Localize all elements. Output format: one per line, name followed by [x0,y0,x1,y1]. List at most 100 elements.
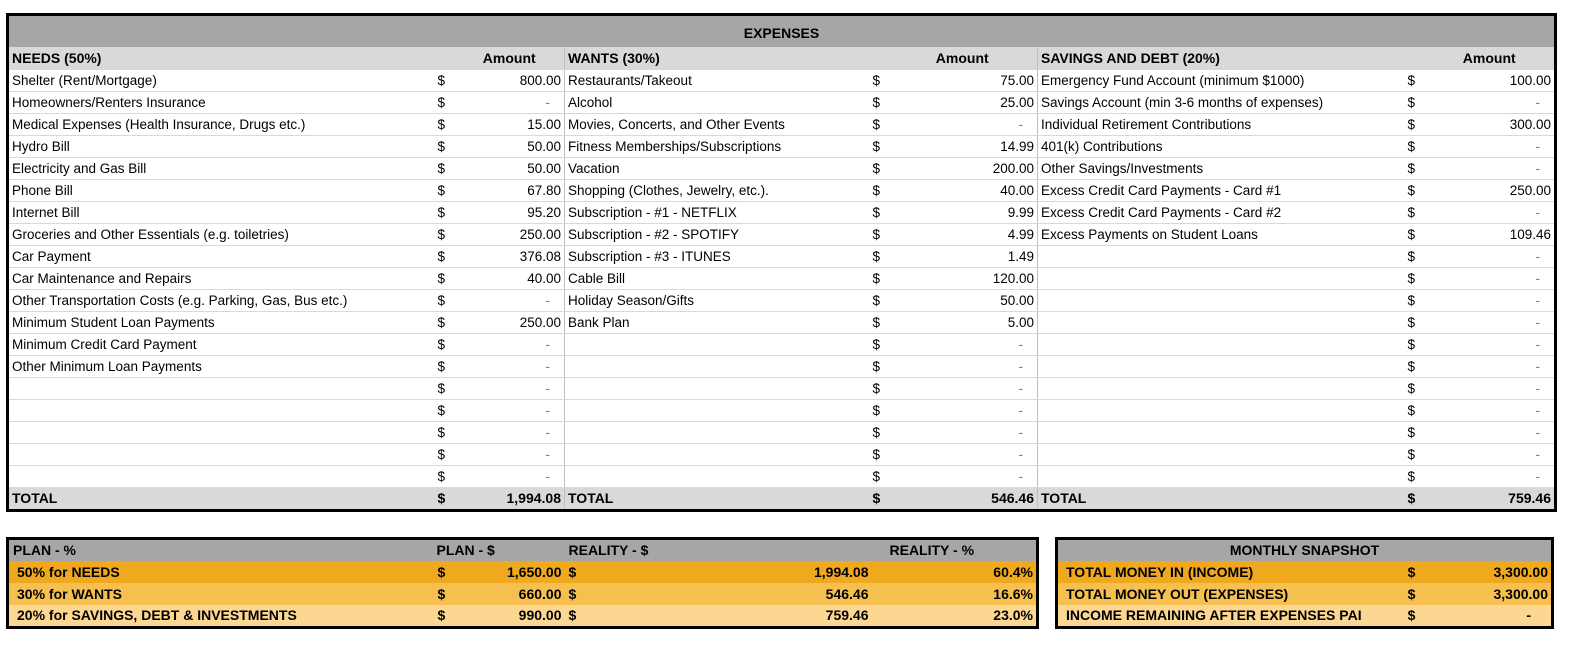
savings-item-label: Savings Account (min 3-6 months of expen… [1037,91,1403,114]
wants-item-amount: - [887,421,1038,444]
wants-item-currency: $ [867,113,888,136]
needs-item-amount: 50.00 [454,157,565,180]
needs-item-amount: 67.80 [454,179,565,202]
plan-row: 30% for WANTS $660.00 $546.46 16.6% [7,583,1038,605]
wants-item-currency: $ [867,267,888,290]
expenses-title: EXPENSES [7,14,1556,48]
plan-currency: $ [432,605,455,628]
savings-item-label [1037,245,1403,268]
expense-row: Shelter (Rent/Mortgage) $800.00 Restaurant… [7,69,1556,92]
wants-item-amount: 9.99 [887,201,1038,224]
expense-row: $ - $ - $ - [7,377,1556,400]
savings-item-label: 401(k) Contributions [1037,135,1403,158]
savings-item-amount: - [1424,267,1556,290]
needs-item-currency: $ [432,267,455,290]
savings-item-amount: - [1424,201,1556,224]
needs-item-label: Medical Expenses (Health Insurance, Drug… [7,113,433,136]
wants-total-label: TOTAL [564,487,868,511]
wants-item-label: Shopping (Clothes, Jewelry, etc.). [564,179,868,202]
wants-item-label: Movies, Concerts, and Other Events [564,113,868,136]
needs-item-amount: - [454,91,565,114]
savings-item-currency: $ [1402,421,1425,444]
savings-item-amount: - [1424,135,1556,158]
needs-item-currency: $ [432,245,455,268]
savings-item-amount: - [1424,311,1556,334]
needs-item-amount: 95.20 [454,201,565,224]
wants-item-label [564,333,868,356]
wants-item-currency: $ [867,421,888,444]
wants-item-label: Subscription - #1 - NETFLIX [564,201,868,224]
wants-item-amount: 120.00 [887,267,1038,290]
wants-item-amount: 14.99 [887,135,1038,158]
reality-pct-header: REALITY - % [871,538,1038,561]
snapshot-row: TOTAL MONEY IN (INCOME) $3,300.00 [1056,561,1553,583]
needs-item-label: Car Maintenance and Repairs [7,267,433,290]
wants-item-currency: $ [867,289,888,312]
reality-percent: 23.0% [871,605,1038,628]
savings-item-currency: $ [1402,377,1425,400]
wants-item-label [564,465,868,488]
expense-row: Car Maintenance and Repairs $40.00 Cable B… [7,267,1556,290]
reality-currency: $ [564,561,587,583]
needs-item-amount: - [454,465,565,488]
savings-item-label [1037,333,1403,356]
wants-item-currency: $ [867,179,888,202]
savings-item-currency: $ [1402,311,1425,334]
wants-item-amount: 50.00 [887,289,1038,312]
wants-total-amount: 546.46 [887,487,1038,511]
wants-item-currency: $ [867,355,888,378]
reality-percent: 60.4% [871,561,1038,583]
plan-pct-header: PLAN - % [7,538,433,561]
wants-item-amount: 75.00 [887,69,1038,92]
plan-category-label: 50% for NEEDS [7,561,433,583]
needs-total-amount: 1,994.08 [454,487,565,511]
wants-item-currency: $ [867,135,888,158]
needs-item-label: Internet Bill [7,201,433,224]
wants-item-amount: - [887,113,1038,136]
savings-item-label [1037,267,1403,290]
savings-item-currency: $ [1402,201,1425,224]
wants-item-amount: 25.00 [887,91,1038,114]
wants-item-label: Fitness Memberships/Subscriptions [564,135,868,158]
needs-item-amount: 376.08 [454,245,565,268]
savings-total-amount: 759.46 [1424,487,1556,511]
needs-item-currency: $ [432,179,455,202]
expense-row: Groceries and Other Essentials (e.g. toi… [7,223,1556,246]
expense-row: Minimum Student Loan Payments $250.00 Bank… [7,311,1556,334]
wants-item-amount: - [887,399,1038,422]
expense-row: Car Payment $376.08 Subscription - #3 - IT… [7,245,1556,268]
savings-item-currency: $ [1402,179,1425,202]
wants-item-label [564,443,868,466]
needs-item-amount: - [454,377,565,400]
needs-item-amount: 800.00 [454,69,565,92]
needs-item-label [7,421,433,444]
savings-item-currency: $ [1402,333,1425,356]
needs-item-label: Other Minimum Loan Payments [7,355,433,378]
wants-item-amount: 4.99 [887,223,1038,246]
needs-item-currency: $ [432,157,455,180]
needs-item-currency: $ [432,201,455,224]
savings-item-currency: $ [1402,465,1425,488]
savings-item-currency: $ [1402,135,1425,158]
expense-row: Phone Bill $67.80 Shopping (Clothes, Jewel… [7,179,1556,202]
needs-item-amount: - [454,399,565,422]
needs-item-label: Car Payment [7,245,433,268]
reality-dollar-header: REALITY - $ [564,538,872,561]
plan-category-label: 20% for SAVINGS, DEBT & INVESTMENTS [7,605,433,628]
snapshot-amount: 3,300.00 [1425,561,1553,583]
needs-item-currency: $ [432,91,455,114]
needs-amount-header: Amount [454,47,565,70]
snapshot-amount: - [1425,605,1553,628]
wants-item-currency: $ [867,245,888,268]
savings-item-label: Individual Retirement Contributions [1037,113,1403,136]
savings-item-amount: - [1424,399,1556,422]
reality-amount: 546.46 [586,583,872,605]
needs-item-label [7,465,433,488]
needs-item-label: Phone Bill [7,179,433,202]
wants-item-currency: $ [867,201,888,224]
needs-item-amount: 15.00 [454,113,565,136]
savings-item-currency: $ [1402,157,1425,180]
wants-total-currency: $ [867,487,888,511]
reality-amount: 759.46 [586,605,872,628]
savings-item-label [1037,289,1403,312]
